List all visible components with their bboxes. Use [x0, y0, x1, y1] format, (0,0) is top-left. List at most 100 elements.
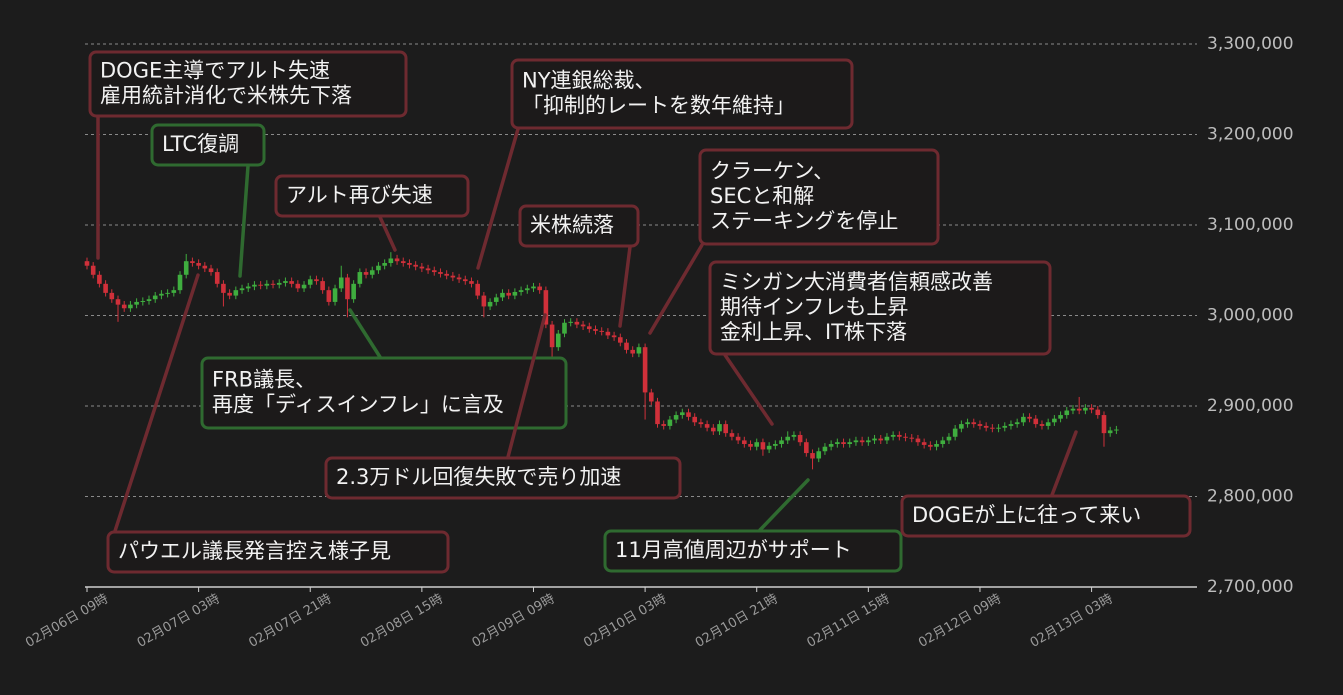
- candle-body: [450, 275, 456, 278]
- candle-body: [159, 293, 164, 296]
- annotation-text: クラーケン、: [710, 159, 834, 183]
- candle-body: [692, 416, 698, 423]
- candle-body: [791, 434, 797, 437]
- candle-body: [500, 292, 505, 298]
- candle-body: [804, 442, 809, 454]
- annotation-text: FRB議長、: [212, 368, 316, 392]
- candle-body: [1095, 409, 1101, 416]
- candle-body: [835, 442, 840, 445]
- candle-body: [438, 272, 443, 274]
- annotation-box: [518, 204, 640, 248]
- annotation-text: 米株続落: [530, 213, 614, 237]
- annotation-text: DOGE主導でアルト失速: [100, 59, 330, 83]
- annotation: NY連銀総裁、「抑制的レートを数年維持」: [476, 58, 854, 270]
- candle-body: [673, 415, 679, 420]
- candle-body: [196, 263, 201, 266]
- candle-body: [797, 434, 803, 443]
- candle-body: [165, 292, 170, 294]
- candle-body: [425, 268, 431, 271]
- candle-body: [134, 301, 139, 305]
- candle-body: [1064, 410, 1070, 416]
- candle-body: [859, 440, 865, 443]
- annotation-box: [200, 356, 568, 430]
- y-tick-label: 2,800,000: [1207, 487, 1294, 507]
- annotation: DOGEが上に往って来い: [900, 430, 1192, 538]
- candle-body: [90, 265, 96, 275]
- candle-body: [760, 442, 766, 450]
- candle-body: [977, 424, 983, 426]
- candle-body: [903, 436, 908, 438]
- candle-body: [1114, 429, 1119, 431]
- annotation-pointer: [238, 164, 250, 278]
- candle-body: [1083, 407, 1088, 411]
- annotation-text: 11月高値周辺がサポート: [615, 538, 852, 562]
- candle-body: [667, 419, 673, 426]
- candle-body: [649, 392, 654, 402]
- candle-body: [444, 273, 449, 276]
- candle-body: [524, 288, 530, 291]
- candle-body: [214, 272, 220, 284]
- candle-body: [531, 286, 536, 289]
- candle-body: [915, 438, 921, 443]
- candle-body: [475, 283, 480, 296]
- annotation-text: 期待インフレも上昇: [720, 295, 908, 319]
- annotation-pointer: [723, 353, 774, 426]
- candle-body: [109, 292, 115, 300]
- candle-body: [394, 258, 400, 262]
- annotation-text: アルト再び失速: [286, 183, 433, 207]
- annotation-pointer: [378, 215, 397, 252]
- candle-body: [661, 424, 667, 426]
- annotation-text: LTC復調: [162, 132, 239, 156]
- y-tick-label: 3,100,000: [1207, 215, 1294, 235]
- annotation-text: ミシガン大消費者信頼感改善: [720, 270, 993, 294]
- candle-body: [965, 422, 970, 425]
- candle-body: [1076, 408, 1082, 411]
- candle-body: [959, 424, 964, 429]
- candle-body: [462, 279, 468, 282]
- candle-body: [748, 444, 753, 447]
- candle-body: [332, 288, 338, 302]
- candle-body: [407, 263, 412, 265]
- candle-body: [1058, 415, 1063, 419]
- candle-body: [971, 422, 977, 425]
- annotation: 2.3万ドル回復失敗で売り加速: [324, 313, 682, 500]
- annotation: 米株続落: [518, 204, 640, 328]
- candle-body: [400, 261, 406, 264]
- candle-body: [338, 277, 344, 289]
- candle-body: [283, 281, 288, 283]
- candle-body: [190, 261, 195, 264]
- annotation-box: [698, 148, 940, 246]
- candle-body: [735, 436, 741, 441]
- candle-body: [605, 331, 611, 336]
- candle-body: [810, 453, 815, 459]
- candle-body: [345, 277, 350, 300]
- candle-body: [599, 330, 604, 332]
- candle-body: [97, 274, 102, 284]
- candle-body: [382, 263, 387, 266]
- candle-body: [171, 290, 177, 293]
- annotation-pointer: [618, 245, 632, 328]
- candle-body: [357, 272, 363, 284]
- annotation-text: 再度「ディスインフレ」に言及: [212, 393, 504, 417]
- annotation-pointer: [113, 273, 200, 533]
- candle-body: [996, 427, 1001, 429]
- annotation-text: 雇用統計消化で米株先下落: [100, 84, 352, 108]
- candle-body: [754, 442, 760, 447]
- annotation-box: [150, 123, 266, 167]
- annotation: パウエル議長発言控え様子見: [106, 273, 450, 574]
- candle-body: [1027, 416, 1032, 419]
- candle-body: [593, 329, 598, 331]
- annotation: 11月高値周辺がサポート: [603, 478, 903, 573]
- candle-body: [314, 279, 319, 282]
- candle-body: [84, 261, 90, 266]
- candle-body: [1089, 407, 1094, 410]
- candle-body: [866, 440, 871, 443]
- annotation-box: [900, 494, 1192, 538]
- candle-body: [146, 299, 152, 302]
- candle-body: [897, 434, 902, 437]
- candle-body: [779, 440, 784, 445]
- candle-body: [946, 436, 952, 441]
- y-tick-label: 2,700,000: [1207, 577, 1294, 597]
- candle-body: [853, 440, 859, 443]
